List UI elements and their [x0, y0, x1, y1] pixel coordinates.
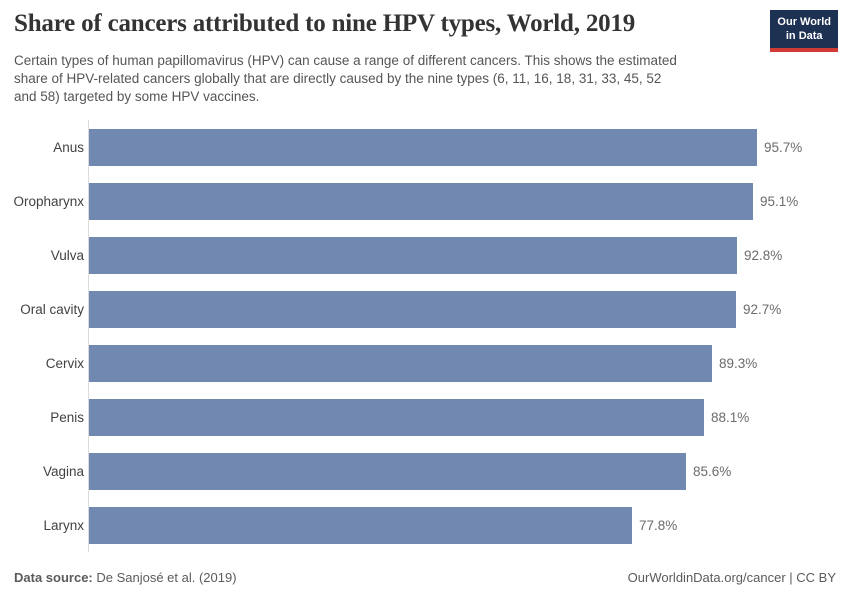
- category-label: Oral cavity: [20, 301, 84, 317]
- bar-chart: Anus 95.7% Oropharynx 95.1% Vulva 92.8% Oral c…: [0, 120, 850, 552]
- bar-row: Vagina 85.6%: [0, 444, 850, 498]
- category-label: Cervix: [45, 355, 84, 371]
- bar-track: 92.7%: [88, 282, 850, 336]
- data-source: Data source: De Sanjosé et al. (2019): [14, 570, 237, 585]
- bar-track: 77.8%: [88, 498, 850, 552]
- category-label: Oropharynx: [13, 193, 84, 209]
- category-label: Larynx: [43, 517, 84, 533]
- value-label: 92.7%: [743, 301, 782, 317]
- bar-row: Oropharynx 95.1%: [0, 174, 850, 228]
- category-label: Vagina: [42, 463, 84, 479]
- bar[interactable]: [89, 236, 737, 274]
- owid-logo-line2: in Data: [785, 30, 823, 43]
- data-source-value: De Sanjosé et al. (2019): [92, 570, 237, 585]
- category-label: Anus: [53, 139, 84, 155]
- bar[interactable]: [89, 344, 712, 382]
- value-label: 77.8%: [639, 517, 678, 533]
- bar-row: Oral cavity 92.7%: [0, 282, 850, 336]
- chart-subtitle: Certain types of human papillomavirus (H…: [14, 53, 677, 104]
- bar-track: 95.1%: [88, 174, 850, 228]
- category-label: Penis: [50, 409, 84, 425]
- owid-logo: Our World in Data: [770, 10, 838, 52]
- value-label: 88.1%: [711, 409, 750, 425]
- bar-track: 85.6%: [88, 444, 850, 498]
- bar[interactable]: [89, 290, 736, 328]
- bar-row: Cervix 89.3%: [0, 336, 850, 390]
- bar-track: 88.1%: [88, 390, 850, 444]
- value-label: 92.8%: [744, 247, 783, 263]
- bar-row: Vulva 92.8%: [0, 228, 850, 282]
- bar[interactable]: [89, 452, 686, 490]
- bar[interactable]: [89, 128, 757, 166]
- value-label: 85.6%: [693, 463, 732, 479]
- bar-row: Larynx 77.8%: [0, 498, 850, 552]
- value-label: 89.3%: [719, 355, 758, 371]
- bar-track: 95.7%: [88, 120, 850, 174]
- chart-title: Share of cancers attributed to nine HPV …: [14, 10, 636, 37]
- attribution: OurWorldinData.org/cancer | CC BY: [627, 570, 836, 585]
- data-source-label: Data source:: [14, 570, 93, 585]
- category-label: Vulva: [50, 247, 84, 263]
- bar-track: 89.3%: [88, 336, 850, 390]
- owid-logo-line1: Our World: [777, 16, 831, 28]
- chart-footer: Data source: De Sanjosé et al. (2019) Ou…: [14, 570, 836, 585]
- bar-row: Penis 88.1%: [0, 390, 850, 444]
- bar[interactable]: [89, 506, 632, 544]
- value-label: 95.1%: [760, 193, 799, 209]
- value-label: 95.7%: [764, 139, 803, 155]
- bar-track: 92.8%: [88, 228, 850, 282]
- bar[interactable]: [89, 182, 753, 220]
- bar-row: Anus 95.7%: [0, 120, 850, 174]
- bar[interactable]: [89, 398, 704, 436]
